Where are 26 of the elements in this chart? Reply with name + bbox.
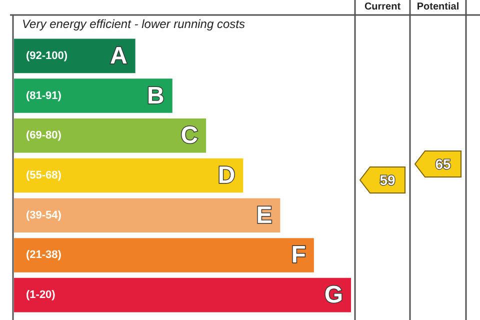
text: Current <box>364 2 402 12</box>
y-tick-label: (1-20) <box>26 289 56 302</box>
bar <box>14 198 280 232</box>
y-tick-label: (55-68) <box>26 170 62 182</box>
bar <box>14 118 206 153</box>
annotation: D <box>218 162 236 189</box>
text: 59 <box>380 172 396 188</box>
y-tick-label: (81-91) <box>26 90 62 102</box>
annotation: Very energy efficient - lower running costs <box>22 17 245 31</box>
bar <box>14 38 136 74</box>
annotation: G <box>324 282 343 309</box>
annotation: F <box>291 242 306 269</box>
annotation: E <box>256 202 272 229</box>
y-tick-label: (39-54) <box>26 209 62 222</box>
bar <box>14 78 172 113</box>
annotation: C <box>180 122 198 150</box>
annotation: B <box>147 82 164 110</box>
text: 65 <box>435 156 451 172</box>
bar <box>14 238 314 272</box>
text: Potential <box>416 2 460 12</box>
bar <box>14 158 244 193</box>
y-tick-label: (69-80) <box>26 130 62 142</box>
y-tick-label: (21-38) <box>26 249 62 262</box>
annotation: A <box>110 42 128 70</box>
y-tick-label: (92-100) <box>26 50 68 62</box>
bar <box>14 278 351 312</box>
